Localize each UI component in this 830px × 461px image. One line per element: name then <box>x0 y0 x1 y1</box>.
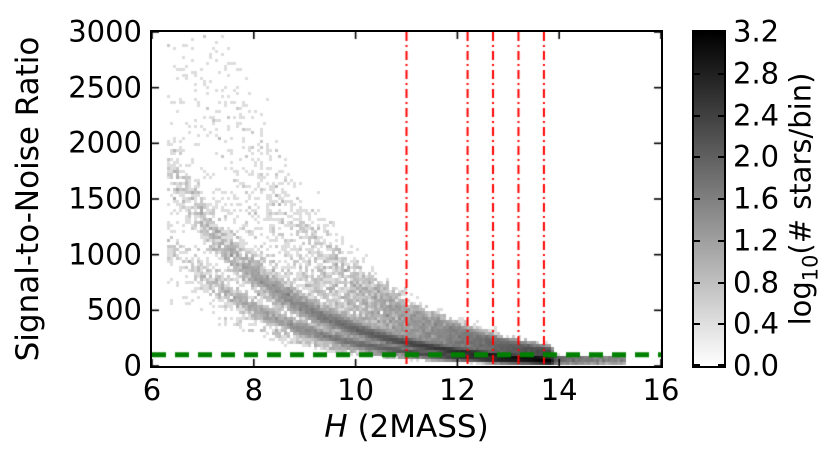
colorbar-tick-mark <box>694 156 700 159</box>
y-tick-label: 3000 <box>68 14 142 49</box>
colorbar <box>692 30 726 368</box>
colorbar-tick-mark <box>718 32 724 34</box>
colorbar-tick-label: 0.8 <box>733 265 780 299</box>
colorbar-tick-mark <box>718 239 724 242</box>
x-tick-label: 12 <box>438 373 476 407</box>
y-tick-label: 1500 <box>68 181 142 216</box>
x-axis-label: H (2MASS) <box>150 409 663 445</box>
colorbar-tick-mark <box>718 281 724 284</box>
colorbar-tick-mark <box>718 364 724 366</box>
y-tick-label: 1000 <box>68 237 142 272</box>
colorbar-tick-mark <box>694 323 700 326</box>
y-tick-label: 500 <box>86 292 142 327</box>
x-axis-label-rest: (2MASS) <box>347 409 489 445</box>
colorbar-tick-mark <box>694 114 700 117</box>
colorbar-tick-label: 3.2 <box>733 14 780 49</box>
colorbar-tick-mark <box>694 364 700 366</box>
colorbar-tick-label: 1.2 <box>733 223 780 258</box>
colorbar-tick-label: 1.6 <box>733 181 780 216</box>
colorbar-tick-label: 2.8 <box>733 56 780 91</box>
y-tick-label: 2000 <box>68 125 142 160</box>
x-tick-label: 14 <box>540 373 578 407</box>
colorbar-tick-label: 2.0 <box>733 139 780 174</box>
x-tick-label: 10 <box>337 373 375 407</box>
y-tick-label: 0 <box>123 348 142 383</box>
x-tick-label: 6 <box>142 373 162 407</box>
colorbar-tick-mark <box>718 156 724 159</box>
colorbar-tick-mark <box>694 32 700 34</box>
colorbar-tick-label: 2.4 <box>733 98 780 132</box>
plot-area <box>150 30 663 368</box>
x-tick-label: 16 <box>642 373 680 407</box>
colorbar-tick-mark <box>718 323 724 326</box>
colorbar-tick-mark <box>718 72 724 75</box>
colorbar-tick-mark <box>694 281 700 284</box>
colorbar-tick-mark <box>694 239 700 242</box>
colorbar-tick-label: 0.4 <box>733 306 780 341</box>
x-axis-label-variable: H <box>324 409 348 445</box>
y-tick-label: 2500 <box>68 70 142 105</box>
colorbar-tick-mark <box>694 72 700 75</box>
colorbar-tick-mark <box>718 114 724 117</box>
colorbar-tick-label: 0.0 <box>733 348 780 383</box>
colorbar-tick-mark <box>694 198 700 200</box>
colorbar-tick-mark <box>718 198 724 200</box>
density-plot-canvas <box>152 32 661 366</box>
x-tick-label: 8 <box>244 373 264 407</box>
